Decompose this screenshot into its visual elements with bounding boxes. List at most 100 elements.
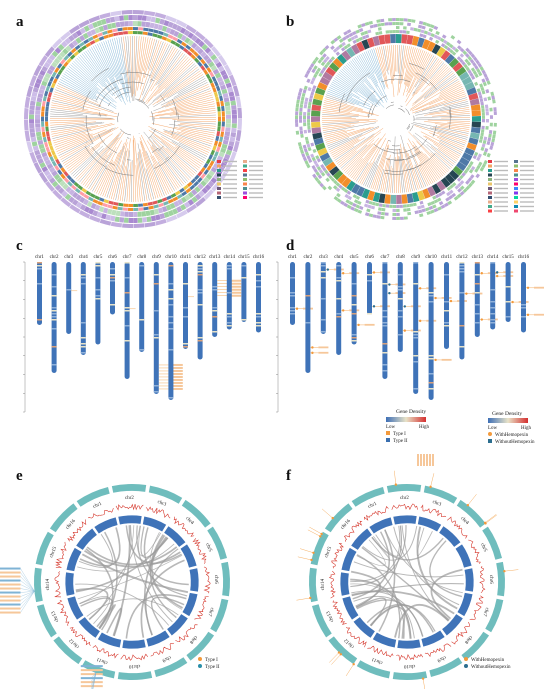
tree-branch — [53, 93, 118, 115]
tree-branch — [147, 39, 158, 70]
chromosome-bar — [505, 262, 511, 322]
tree-ring-segment — [330, 39, 336, 45]
circos-outer-segment — [496, 561, 505, 597]
tree-branch — [115, 150, 127, 201]
tree-branch — [439, 103, 469, 110]
tree-ring-segment — [467, 56, 473, 61]
tree-ring-segment — [463, 63, 468, 69]
tree-branch — [177, 131, 213, 143]
tree-ring-segment — [31, 91, 38, 97]
chromosome-bar — [124, 262, 130, 379]
density-stripe — [382, 325, 388, 327]
tree-ring-segment — [469, 98, 480, 106]
tree-ring-segment — [472, 171, 477, 176]
tree-branch — [443, 91, 465, 101]
circos-inner-segment — [464, 568, 474, 592]
tree-ring-segment — [469, 174, 475, 179]
tree-ring-segment — [384, 22, 389, 26]
density-stripe — [226, 265, 232, 267]
tree-ring-segment — [327, 185, 333, 191]
density-stripe — [241, 265, 247, 267]
tree-ring-segment — [124, 211, 129, 217]
tree-node-arc — [338, 93, 345, 113]
tree-ring-segment — [486, 152, 491, 158]
tree-ring-segment — [29, 114, 35, 119]
tree-node-arc — [158, 145, 164, 152]
density-stripe — [382, 352, 388, 354]
tree-ring-segment — [327, 53, 333, 58]
tree-ring-segment — [465, 185, 471, 191]
tree-ring-segment — [297, 142, 302, 147]
tree-ring-segment — [60, 58, 66, 65]
tree-ring-segment — [364, 212, 370, 217]
circos-marker-line — [20, 591, 35, 593]
tree-ring-segment — [315, 78, 320, 83]
tree-ring-segment — [433, 34, 439, 39]
tree-ring-segment — [320, 69, 325, 75]
tree-ring-segment — [451, 192, 457, 198]
tree-branch — [429, 101, 468, 111]
circos-plot-f: chr1chr2chr3chr4chr5chr6chr7chr8chr9chr1… — [296, 454, 519, 689]
tree-branch — [424, 153, 444, 177]
tree-ring-segment — [364, 21, 370, 26]
tree-ring-segment — [445, 173, 456, 184]
tree-branch — [333, 78, 378, 107]
density-stripe — [153, 310, 159, 312]
tree-ring-segment — [200, 51, 207, 58]
tree-ring-segment — [323, 64, 329, 69]
tree-ring-segment — [57, 43, 65, 51]
density-stripe — [428, 292, 434, 294]
circos-chr-label: chr12 — [343, 637, 355, 649]
tree-legend-swatch — [243, 169, 247, 172]
density-stripe — [521, 304, 526, 306]
tree-branch — [79, 54, 111, 92]
tree-ring-segment — [185, 203, 198, 214]
tree-branch — [143, 131, 187, 184]
tree-branch — [124, 150, 131, 202]
tree-branch — [163, 129, 212, 147]
tree-ring-segment — [175, 19, 188, 28]
tree-ring-segment — [390, 34, 396, 44]
circos-density-track — [194, 596, 209, 620]
tree-branch — [407, 142, 429, 186]
density-stripe — [124, 292, 130, 294]
circos-outer-segment — [309, 567, 318, 603]
tree-ring-segment — [51, 50, 59, 58]
tree-ring-segment — [396, 18, 400, 22]
tree-branch — [60, 127, 119, 160]
tree-ring-segment — [311, 145, 316, 150]
tree-ring-segment — [311, 68, 316, 74]
tree-branch — [407, 138, 436, 183]
circos-marker-line — [309, 526, 322, 535]
tree-branch — [58, 127, 116, 156]
tree-ring-segment — [456, 39, 462, 45]
tree-ring-segment — [304, 133, 308, 138]
circos-density-track — [331, 542, 344, 569]
tree-ring-segment — [471, 158, 476, 163]
tree-ring-segment — [332, 48, 338, 53]
tree-branch — [338, 71, 380, 106]
tree-branch — [52, 100, 84, 108]
tree-ring-segment — [106, 23, 113, 30]
tree-branch — [342, 139, 375, 171]
tree-node-arc — [380, 78, 411, 83]
tree-branch — [50, 109, 107, 117]
tree-branch — [72, 152, 99, 177]
tree-ring-segment — [98, 36, 105, 41]
chromosome-label: chr7 — [380, 255, 389, 260]
tree-ring-segment — [48, 65, 56, 72]
tree-branch — [152, 63, 195, 102]
tree-branch — [145, 52, 184, 103]
tree-ring-segment — [476, 68, 481, 73]
tree-legend-swatch — [514, 209, 518, 213]
tree-ring-segment — [133, 27, 139, 31]
tree-branch — [327, 126, 380, 149]
tree-branch — [57, 127, 114, 154]
circos-chr-label: chr7 — [481, 607, 489, 618]
tree-branch — [166, 74, 204, 98]
density-stripe — [51, 313, 57, 315]
chromosome-label: chr5 — [93, 255, 102, 260]
gene-marker-dot — [419, 319, 422, 323]
density-stripe — [241, 277, 247, 279]
tree-branch — [419, 162, 432, 185]
